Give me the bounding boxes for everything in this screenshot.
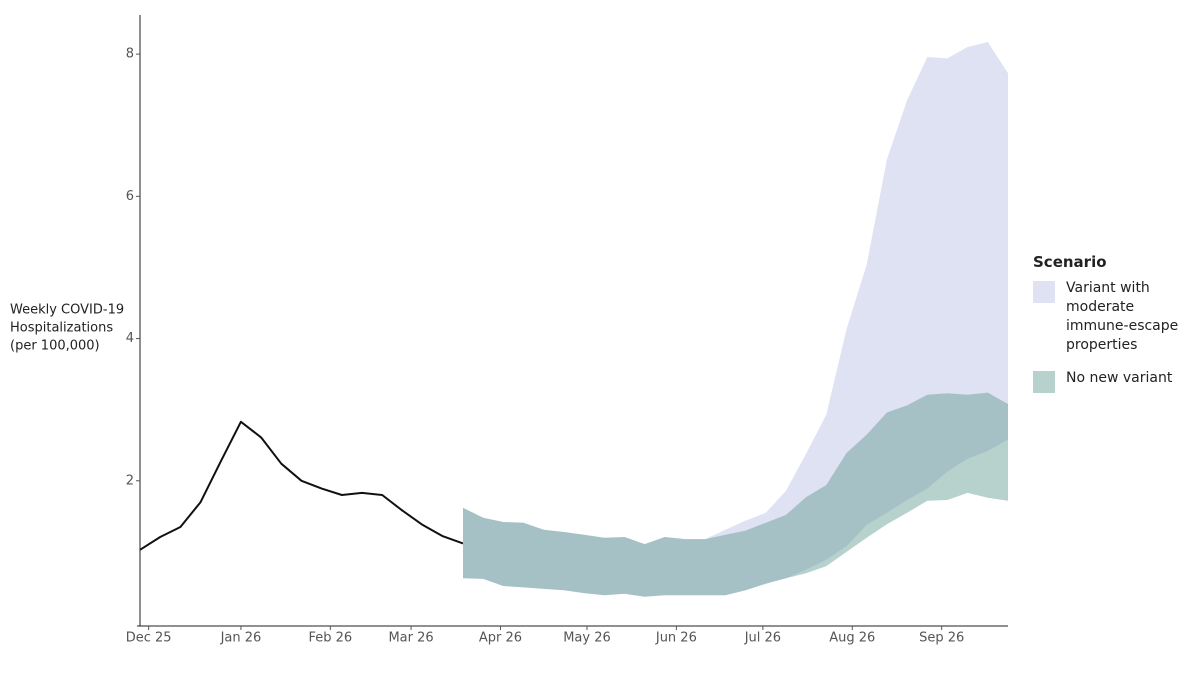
x-tick-label: Mar 26 xyxy=(388,631,433,646)
legend-label: Variant with moderate immune-escape prop… xyxy=(1066,280,1179,353)
x-tick-label: May 26 xyxy=(563,631,611,646)
y-axis-label: (per 100,000) xyxy=(10,339,100,354)
y-tick-label: 6 xyxy=(126,189,134,204)
x-tick-label: Aug 26 xyxy=(829,631,875,646)
legend-title: Scenario xyxy=(1033,253,1107,271)
y-axis-label: Hospitalizations xyxy=(10,321,113,336)
line xyxy=(139,420,464,551)
legend: Scenario Variant with moderate immune-es… xyxy=(1033,253,1193,409)
legend-label: No new variant xyxy=(1066,370,1173,386)
y-tick-label: 4 xyxy=(126,331,134,346)
x-tick-label: Jan 26 xyxy=(220,631,262,646)
legend-swatch xyxy=(1033,371,1055,393)
x-tick-label: Dec 25 xyxy=(126,631,172,646)
band xyxy=(463,42,1008,597)
x-tick-label: Apr 26 xyxy=(479,631,522,646)
x-tick-label: Feb 26 xyxy=(308,631,352,646)
x-tick-label: Sep 26 xyxy=(919,631,964,646)
legend-item: No new variant xyxy=(1033,370,1193,393)
x-tick-label: Jul 26 xyxy=(744,631,781,646)
y-axis-label: Weekly COVID-19 xyxy=(10,303,124,318)
x-tick-label: Jun 26 xyxy=(655,631,697,646)
legend-swatch xyxy=(1033,281,1055,303)
y-tick-label: 2 xyxy=(126,473,134,488)
band xyxy=(463,392,1008,597)
y-tick-label: 8 xyxy=(126,47,134,62)
legend-item: Variant with moderate immune-escape prop… xyxy=(1033,280,1193,355)
